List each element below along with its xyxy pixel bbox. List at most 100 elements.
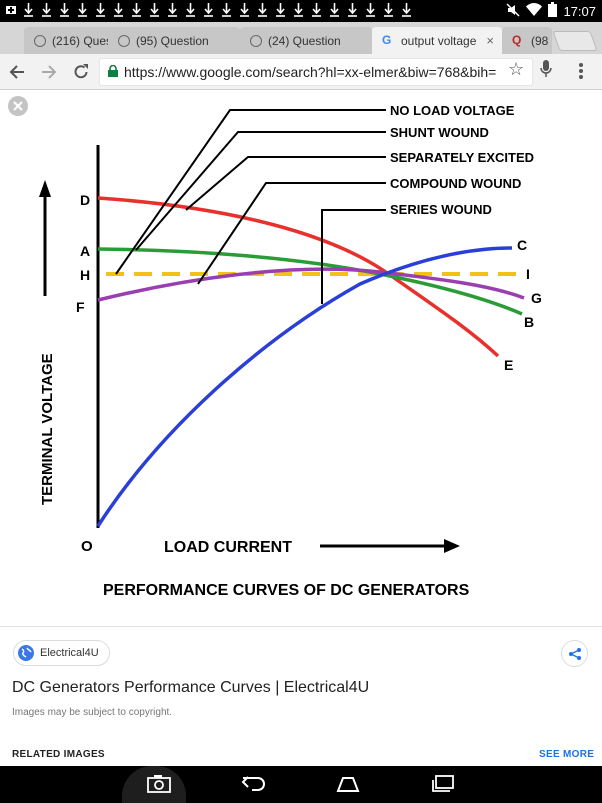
x-axis-label: LOAD CURRENT (164, 539, 292, 556)
forward-button[interactable] (38, 61, 60, 83)
point-e: E (504, 357, 513, 373)
download-icon (186, 2, 195, 18)
google-icon: G (382, 33, 392, 47)
quora-icon (118, 34, 130, 47)
close-icon (13, 101, 23, 111)
download-icon (78, 2, 87, 18)
tab-label: (95) Question (136, 33, 209, 48)
plus-icon (6, 2, 16, 18)
point-f: F (76, 299, 85, 315)
tab-quora-98[interactable]: Q (98 (502, 27, 552, 54)
download-icon (150, 2, 159, 18)
callout-line-compound (197, 182, 386, 285)
recents-icon[interactable] (430, 774, 458, 796)
point-a: A (80, 243, 90, 259)
tab-label: output voltage (401, 33, 477, 48)
copyright-note: Images may be subject to copyright. (12, 707, 173, 718)
home-icon[interactable] (334, 776, 362, 798)
download-icon (312, 2, 321, 18)
reload-icon (74, 64, 88, 79)
tab-label: (98 (531, 33, 549, 48)
callout-line-separately (185, 156, 386, 211)
figure-image[interactable]: TERMINAL VOLTAGE LOAD CURRENT O D A H F … (0, 90, 602, 626)
new-tab-button[interactable] (552, 31, 598, 51)
address-bar[interactable]: https://www.google.com/search?hl=xx-elme… (100, 59, 532, 85)
browser-toolbar: https://www.google.com/search?hl=xx-elme… (0, 54, 602, 90)
download-icon (384, 2, 393, 18)
mute-icon (506, 2, 520, 20)
download-icon (276, 2, 285, 18)
see-more-link[interactable]: SEE MORE (539, 749, 595, 760)
back-button[interactable] (6, 61, 28, 83)
callout-separately-excited: SEPARATELY EXCITED (390, 150, 534, 165)
clock: 17:07 (563, 3, 596, 19)
download-icon (204, 2, 213, 18)
reload-button[interactable] (70, 61, 92, 83)
callout-compound-wound: COMPOUND WOUND (390, 176, 521, 191)
callout-line-shunt (135, 131, 386, 251)
download-icon (222, 2, 231, 18)
figure-title: PERFORMANCE CURVES OF DC GENERATORS (103, 582, 470, 599)
download-icon (348, 2, 357, 18)
microphone-icon[interactable] (540, 59, 552, 84)
download-icon (168, 2, 177, 18)
url-text[interactable]: https://www.google.com/search?hl=xx-elme… (124, 64, 497, 80)
point-h: H (80, 267, 90, 283)
close-viewer-button[interactable] (8, 96, 28, 116)
x-arrow-head (444, 539, 460, 553)
quora-icon (250, 34, 262, 47)
wifi-icon (526, 3, 543, 19)
download-icon (330, 2, 339, 18)
download-icon (258, 2, 267, 18)
divider (0, 626, 602, 627)
tab-quora-24[interactable]: (24) Question (240, 27, 372, 54)
screenshot-button-bg (122, 766, 186, 803)
source-chip[interactable]: Electrical4U (13, 640, 110, 666)
download-icon (96, 2, 105, 18)
result-title-link[interactable]: DC Generators Performance Curves | Elect… (12, 679, 370, 696)
tab-quora-216[interactable]: (216) Quest (24, 27, 116, 54)
bookmark-star-icon[interactable]: ☆ (508, 59, 525, 79)
quora-icon (34, 34, 46, 47)
point-c: C (517, 237, 527, 253)
arrow-left-icon (9, 65, 24, 79)
point-i: I (526, 266, 530, 282)
download-icon (132, 2, 141, 18)
close-tab-icon[interactable]: × (486, 33, 494, 48)
screenshot-icon[interactable] (146, 774, 174, 796)
point-d: D (80, 192, 90, 208)
tab-google-active[interactable]: G output voltage × (372, 27, 502, 54)
download-icon (24, 2, 33, 18)
callout-line-series (321, 209, 386, 304)
point-g: G (531, 290, 542, 306)
tab-label: (24) Question (268, 33, 341, 48)
related-images-heading: RELATED IMAGES (12, 749, 105, 760)
tab-strip: (216) Quest (95) Question (24) Question … (0, 22, 602, 54)
tab-quora-95[interactable]: (95) Question (108, 27, 240, 54)
share-button[interactable] (561, 640, 588, 667)
shunt-wound-curve (97, 196, 500, 358)
y-arrow-head (39, 180, 51, 197)
download-icon (114, 2, 123, 18)
download-icon (366, 2, 375, 18)
overflow-menu-icon[interactable] (578, 62, 584, 85)
origin-label: O (81, 538, 93, 555)
callout-shunt-wound: SHUNT WOUND (390, 125, 489, 140)
source-name: Electrical4U (40, 647, 99, 659)
callout-series-wound: SERIES WOUND (390, 202, 492, 217)
download-icon (60, 2, 69, 18)
back-icon[interactable] (240, 774, 268, 796)
series-wound-curve (96, 246, 513, 527)
download-icon (42, 2, 51, 18)
point-b: B (524, 314, 534, 330)
lock-icon (108, 65, 118, 77)
y-axis-label: TERMINAL VOLTAGE (39, 353, 56, 505)
callout-no-load-voltage: NO LOAD VOLTAGE (390, 103, 515, 118)
compound-wound-curve (97, 267, 525, 302)
download-icon (294, 2, 303, 18)
arrow-right-icon (42, 65, 57, 79)
status-right: 17:07 (506, 2, 596, 20)
download-icon (240, 2, 249, 18)
share-icon (568, 647, 581, 660)
performance-curves-diagram: TERMINAL VOLTAGE LOAD CURRENT O D A H F … (39, 103, 542, 599)
